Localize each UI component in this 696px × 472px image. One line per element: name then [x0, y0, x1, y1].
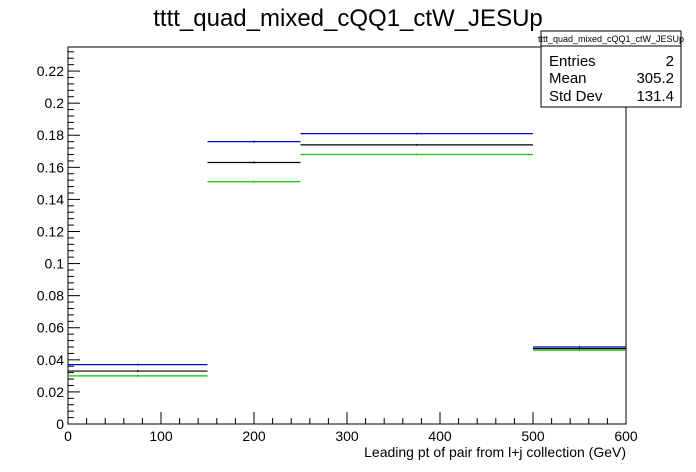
y-tick-label: 0.04 — [37, 352, 64, 368]
y-tick-label: 0.08 — [37, 288, 64, 304]
y-tick-label: 0.22 — [37, 63, 64, 79]
x-tick-label: 500 — [521, 428, 545, 444]
y-tick-label: 0.16 — [37, 159, 64, 175]
x-tick-label: 100 — [149, 428, 173, 444]
stats-mean-label: Mean — [549, 70, 587, 87]
y-tick-label: 0.12 — [37, 223, 64, 239]
y-tick-label: 0.2 — [45, 95, 65, 111]
stats-stddev-value: 131.4 — [636, 88, 674, 105]
y-tick-label: 0.18 — [37, 127, 64, 143]
y-tick-label: 0.02 — [37, 384, 64, 400]
stats-entries-value: 2 — [666, 53, 674, 70]
x-tick-label: 0 — [64, 428, 72, 444]
y-axis-ticks: 0 0.02 0.04 0.06 0.08 0.1 0.12 0.14 0.16 0.18 0.2 0… — [37, 51, 80, 432]
y-tick-label: 0.14 — [37, 191, 64, 207]
x-axis-label: Leading pt of pair from l+j collection (… — [364, 444, 626, 460]
stats-mean-value: 305.2 — [636, 70, 674, 87]
series-2 — [68, 153, 626, 377]
chart-title: tttt_quad_mixed_cQQ1_ctW_JESUp — [153, 5, 543, 32]
histogram-series — [68, 132, 626, 377]
x-tick-label: 300 — [335, 428, 359, 444]
x-axis-ticks: 0 100 200 300 400 500 600 — [64, 412, 638, 444]
x-tick-label: 600 — [614, 428, 638, 444]
x-tick-label: 200 — [242, 428, 266, 444]
series-1 — [68, 143, 626, 373]
stats-box: tttt_quad_mixed_cQQ1_ctW_JESUp Entries 2… — [538, 30, 684, 108]
x-tick-label: 400 — [428, 428, 452, 444]
stats-entries-label: Entries — [549, 53, 596, 70]
y-tick-label: 0.1 — [45, 256, 65, 272]
stats-stddev-label: Std Dev — [549, 88, 603, 105]
stats-box-frame — [540, 30, 682, 108]
y-tick-label: 0 — [56, 416, 64, 432]
stats-box-title: tttt_quad_mixed_cQQ1_ctW_JESUp — [538, 34, 684, 44]
y-tick-label: 0.06 — [37, 320, 64, 336]
series-0 — [68, 132, 626, 366]
